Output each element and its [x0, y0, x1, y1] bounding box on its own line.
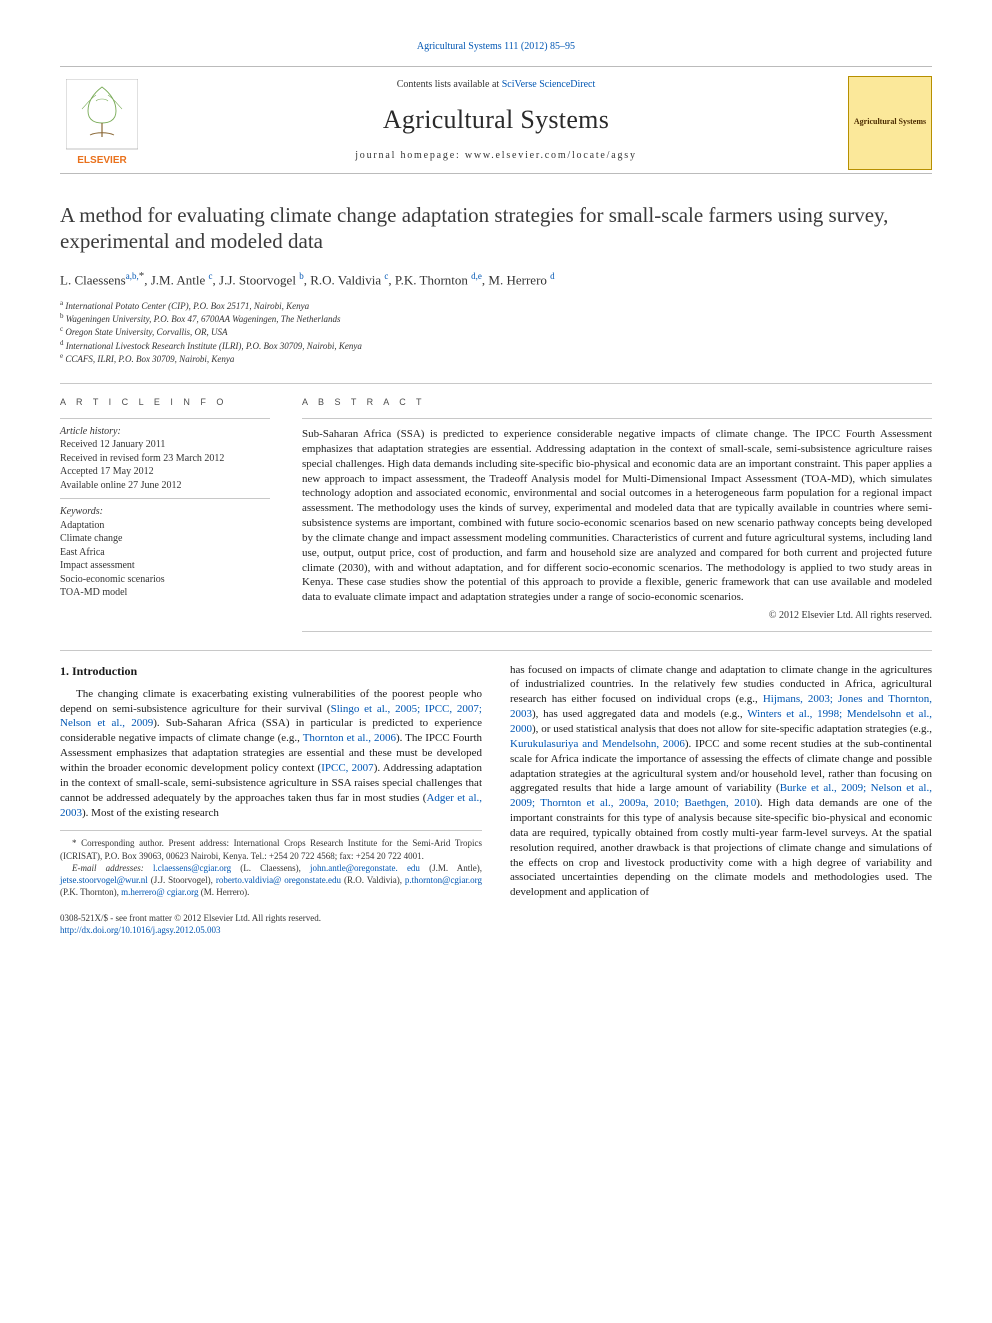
abstract-column: A B S T R A C T Sub-Saharan Africa (SSA)… [302, 396, 932, 632]
journal-title: Agricultural Systems [150, 102, 842, 137]
abstract-rule-bottom [302, 631, 932, 632]
email-link[interactable]: oregonstate.edu [284, 875, 341, 885]
cover-label: Agricultural Systems [852, 113, 928, 132]
article-info-column: A R T I C L E I N F O Article history: R… [60, 396, 270, 600]
affil-a: a International Potato Center (CIP), P.O… [60, 299, 932, 312]
citation-link[interactable]: Agricultural Systems 111 (2012) 85–95 [417, 41, 575, 52]
abstract-label: A B S T R A C T [302, 396, 932, 408]
divider-2 [60, 650, 932, 651]
homepage-prefix: journal homepage: [355, 150, 465, 161]
keyword: Adaptation [60, 519, 270, 533]
corresponding-footnote: * Corresponding author. Present address:… [60, 837, 482, 861]
email-link[interactable]: cgiar.org [167, 887, 199, 897]
article-title: A method for evaluating climate change a… [60, 202, 932, 256]
email-name: (R.O. Valdivia), [341, 875, 405, 885]
keyword: Impact assessment [60, 559, 270, 573]
email-link[interactable]: edu [407, 863, 420, 873]
affil-b: b Wageningen University, P.O. Box 47, 67… [60, 312, 932, 325]
ref-link[interactable]: IPCC, 2007 [321, 762, 373, 774]
elsevier-wordmark: ELSEVIER [77, 155, 127, 166]
info-rule-2 [60, 498, 270, 499]
info-rule-1 [60, 418, 270, 419]
elsevier-tree-icon: ELSEVIER [66, 79, 138, 167]
journal-homepage-line: journal homepage: www.elsevier.com/locat… [150, 149, 842, 163]
intro-para-left: The changing climate is exacerbating exi… [60, 687, 482, 821]
email-link[interactable]: john.antle@oregonstate. [310, 863, 398, 873]
intro-text: ). High data demands are one of the impo… [510, 797, 932, 898]
issn-line: 0308-521X/$ - see front matter © 2012 El… [60, 912, 482, 924]
email-link[interactable]: jetse.stoorvogel@wur.nl [60, 875, 148, 885]
accepted: Accepted 17 May 2012 [60, 465, 270, 479]
meta-row: A R T I C L E I N F O Article history: R… [60, 396, 932, 632]
author-1: L. Claessens [60, 273, 126, 288]
journal-cover-thumb: Agricultural Systems [848, 76, 932, 170]
email-link[interactable]: roberto.valdivia@ [216, 875, 282, 885]
ref-link[interactable]: Thornton et al., 2006 [303, 732, 396, 744]
intro-para-right: has focused on impacts of climate change… [510, 663, 932, 901]
received: Received 12 January 2011 [60, 438, 270, 452]
banner-center: Contents lists available at SciVerse Sci… [150, 74, 842, 170]
author-6: , M. Herrero [482, 273, 547, 288]
online: Available online 27 June 2012 [60, 479, 270, 493]
right-column: has focused on impacts of climate change… [510, 663, 932, 937]
keyword: East Africa [60, 546, 270, 560]
keywords-label: Keywords: [60, 505, 270, 519]
affiliations: a International Potato Center (CIP), P.O… [60, 299, 932, 365]
article-history: Article history: Received 12 January 201… [60, 425, 270, 493]
body-columns: 1. Introduction The changing climate is … [60, 663, 932, 937]
keyword: Climate change [60, 532, 270, 546]
ref-link[interactable]: Kurukulasuriya and Mendelsohn, 2006 [510, 738, 685, 750]
contents-prefix: Contents lists available at [397, 79, 502, 90]
abstract-text: Sub-Saharan Africa (SSA) is predicted to… [302, 427, 932, 605]
author-3: , J.J. Stoorvogel [213, 273, 296, 288]
author-4: , R.O. Valdivia [304, 273, 381, 288]
keyword: TOA-MD model [60, 586, 270, 600]
author-6-aff: d [550, 271, 555, 281]
emails-footnote: E-mail addresses: l.claessens@cgiar.org … [60, 862, 482, 898]
email-name: (J.J. Stoorvogel), [148, 875, 216, 885]
intro-text: ), has used aggregated data and models (… [532, 708, 747, 720]
keyword: Socio-economic scenarios [60, 573, 270, 587]
homepage-url: www.elsevier.com/locate/agsy [465, 150, 637, 161]
journal-banner: ELSEVIER Contents lists available at Sci… [60, 66, 932, 174]
emails-label: E-mail addresses: [72, 863, 153, 873]
email-link[interactable]: p.thornton@cgiar.org [405, 875, 482, 885]
intro-text: ), or used statistical analysis that doe… [532, 723, 932, 735]
running-head: Agricultural Systems 111 (2012) 85–95 [60, 40, 932, 54]
email-link[interactable]: m.herrero@ [121, 887, 165, 897]
intro-text: ). Most of the existing research [82, 807, 219, 819]
author-1-aff: a,b, [126, 271, 139, 281]
keywords-block: Keywords: Adaptation Climate change East… [60, 505, 270, 600]
email-name: (J.M. Antle), [420, 863, 482, 873]
email-name: (M. Herrero). [198, 887, 249, 897]
history-label: Article history: [60, 425, 270, 439]
front-matter-footer: 0308-521X/$ - see front matter © 2012 El… [60, 912, 482, 936]
section-heading: 1. Introduction [60, 663, 482, 679]
author-2: , J.M. Antle [144, 273, 205, 288]
author-5-aff: d,e [471, 271, 482, 281]
revised: Received in revised form 23 March 2012 [60, 452, 270, 466]
abstract-rule-top [302, 418, 932, 419]
contents-line: Contents lists available at SciVerse Sci… [150, 78, 842, 92]
footnotes: * Corresponding author. Present address:… [60, 830, 482, 898]
email-link[interactable]: l.claessens@cgiar.org [153, 863, 231, 873]
author-5: , P.K. Thornton [388, 273, 468, 288]
sciencedirect-link[interactable]: SciVerse ScienceDirect [502, 79, 596, 90]
affil-c: c Oregon State University, Corvallis, OR… [60, 325, 932, 338]
affil-d: d International Livestock Research Insti… [60, 339, 932, 352]
email-name: (L. Claessens), [231, 863, 310, 873]
author-line: L. Claessensa,b,*, J.M. Antle c, J.J. St… [60, 269, 932, 289]
abstract-copyright: © 2012 Elsevier Ltd. All rights reserved… [302, 609, 932, 623]
divider [60, 383, 932, 384]
corresponding-text: Corresponding author. Present address: I… [60, 838, 482, 860]
left-column: 1. Introduction The changing climate is … [60, 663, 482, 937]
elsevier-logo: ELSEVIER [60, 76, 144, 170]
affil-e: e CCAFS, ILRI, P.O. Box 30709, Nairobi, … [60, 352, 932, 365]
doi-link[interactable]: http://dx.doi.org/10.1016/j.agsy.2012.05… [60, 925, 221, 935]
article-info-label: A R T I C L E I N F O [60, 396, 270, 408]
email-name: (P.K. Thornton), [60, 887, 121, 897]
